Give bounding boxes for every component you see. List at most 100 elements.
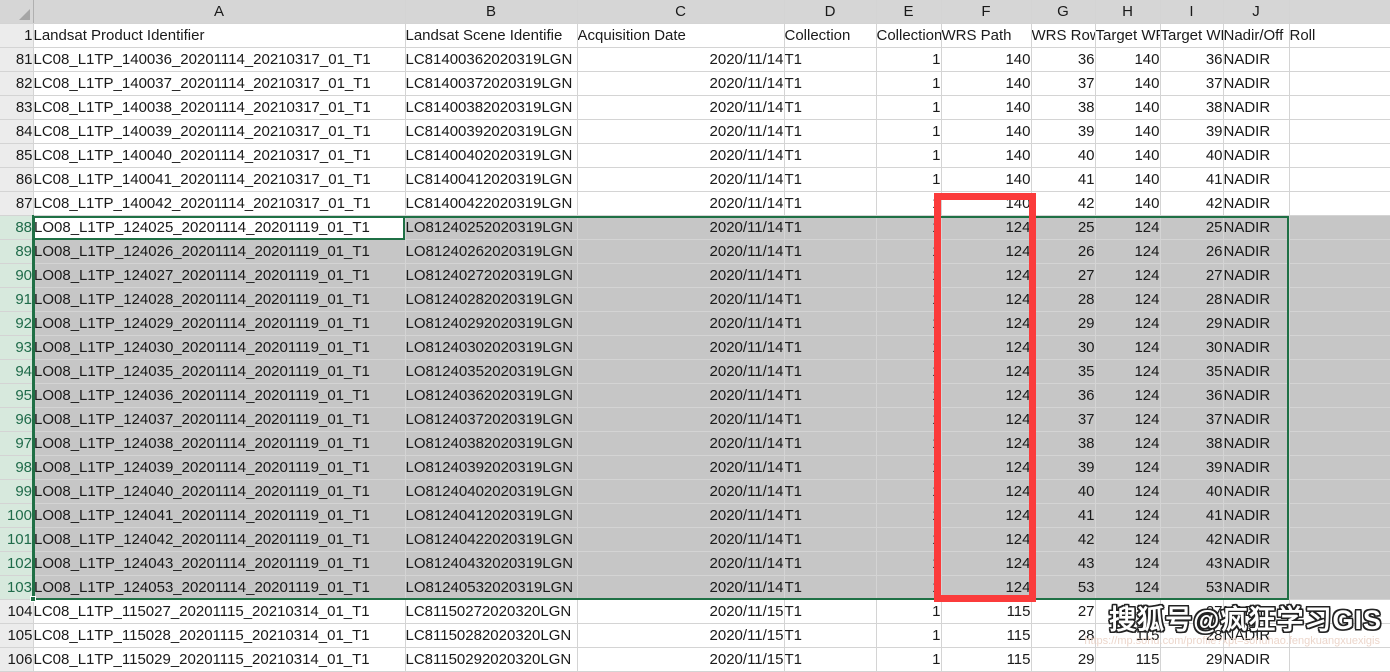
cell-h89[interactable]: 124 — [1095, 239, 1161, 264]
cell-g106[interactable]: 29 — [1031, 647, 1096, 672]
cell-e99[interactable]: 1 — [876, 479, 942, 504]
cell-a85[interactable]: LC08_L1TP_140040_20201114_20210317_01_T1 — [33, 143, 406, 168]
cell-g90[interactable]: 27 — [1031, 263, 1096, 288]
cell-g100[interactable]: 41 — [1031, 503, 1096, 528]
cell-f82[interactable]: 140 — [941, 71, 1032, 96]
cell-i85[interactable]: 40 — [1160, 143, 1224, 168]
cell-j97[interactable]: NADIR — [1223, 431, 1290, 456]
cell-f93[interactable]: 124 — [941, 335, 1032, 360]
cell-k88[interactable] — [1289, 215, 1390, 240]
table-row[interactable]: 90 LO08_L1TP_124027_20201114_20201119_01_… — [0, 263, 1390, 288]
cell-h105[interactable]: 115 — [1095, 623, 1161, 648]
cell-e95[interactable]: 1 — [876, 383, 942, 408]
cell-i103[interactable]: 53 — [1160, 575, 1224, 600]
cell-b95[interactable]: LO81240362020319LGN — [405, 383, 578, 408]
table-row[interactable]: 106 LC08_L1TP_115029_20201115_20210314_01… — [0, 647, 1390, 672]
cell-c103[interactable]: 2020/11/14 — [577, 575, 785, 600]
table-row[interactable]: 91 LO08_L1TP_124028_20201114_20201119_01_… — [0, 287, 1390, 312]
cell-b92[interactable]: LO81240292020319LGN — [405, 311, 578, 336]
table-row[interactable]: 98 LO08_L1TP_124039_20201114_20201119_01_… — [0, 455, 1390, 480]
cell-i93[interactable]: 30 — [1160, 335, 1224, 360]
row-header-81[interactable]: 81 — [0, 47, 34, 72]
cell-i96[interactable]: 37 — [1160, 407, 1224, 432]
cell-i104[interactable]: 27 — [1160, 599, 1224, 624]
cell-f95[interactable]: 124 — [941, 383, 1032, 408]
cell-d86[interactable]: T1 — [784, 167, 877, 192]
table-row[interactable]: 83 LC08_L1TP_140038_20201114_20210317_01_… — [0, 95, 1390, 120]
cell-b94[interactable]: LO81240352020319LGN — [405, 359, 578, 384]
header-cell-c[interactable]: Acquisition Date — [577, 23, 785, 48]
cell-b96[interactable]: LO81240372020319LGN — [405, 407, 578, 432]
cell-h100[interactable]: 124 — [1095, 503, 1161, 528]
header-cell-k[interactable]: Roll — [1289, 23, 1390, 48]
cell-b102[interactable]: LO81240432020319LGN — [405, 551, 578, 576]
cell-d105[interactable]: T1 — [784, 623, 877, 648]
cell-c104[interactable]: 2020/11/15 — [577, 599, 785, 624]
row-header-85[interactable]: 85 — [0, 143, 34, 168]
cell-k82[interactable] — [1289, 71, 1390, 96]
cell-i97[interactable]: 38 — [1160, 431, 1224, 456]
cell-e91[interactable]: 1 — [876, 287, 942, 312]
cell-h99[interactable]: 124 — [1095, 479, 1161, 504]
header-cell-a[interactable]: Landsat Product Identifier — [33, 23, 406, 48]
cell-j96[interactable]: NADIR — [1223, 407, 1290, 432]
cell-c102[interactable]: 2020/11/14 — [577, 551, 785, 576]
cell-i105[interactable]: 28 — [1160, 623, 1224, 648]
table-row[interactable]: 101 LO08_L1TP_124042_20201114_20201119_01… — [0, 527, 1390, 552]
cell-c86[interactable]: 2020/11/14 — [577, 167, 785, 192]
cell-b86[interactable]: LC81400412020319LGN — [405, 167, 578, 192]
cell-a87[interactable]: LC08_L1TP_140042_20201114_20210317_01_T1 — [33, 191, 406, 216]
cell-k84[interactable] — [1289, 119, 1390, 144]
column-header-d[interactable]: D — [784, 0, 877, 24]
cell-h92[interactable]: 124 — [1095, 311, 1161, 336]
cell-j102[interactable]: NADIR — [1223, 551, 1290, 576]
cell-f87[interactable]: 140 — [941, 191, 1032, 216]
row-header-1[interactable]: 1 — [0, 23, 34, 48]
cell-k105[interactable] — [1289, 623, 1390, 648]
header-cell-g[interactable]: WRS Row — [1031, 23, 1096, 48]
cell-g103[interactable]: 53 — [1031, 575, 1096, 600]
cell-i88[interactable]: 25 — [1160, 215, 1224, 240]
cell-e86[interactable]: 1 — [876, 167, 942, 192]
header-cell-d[interactable]: Collection — [784, 23, 877, 48]
table-row[interactable]: 96 LO08_L1TP_124037_20201114_20201119_01_… — [0, 407, 1390, 432]
cell-c95[interactable]: 2020/11/14 — [577, 383, 785, 408]
cell-h97[interactable]: 124 — [1095, 431, 1161, 456]
cell-k90[interactable] — [1289, 263, 1390, 288]
cell-h101[interactable]: 124 — [1095, 527, 1161, 552]
cell-g86[interactable]: 41 — [1031, 167, 1096, 192]
cell-d97[interactable]: T1 — [784, 431, 877, 456]
cell-g88[interactable]: 25 — [1031, 215, 1096, 240]
header-cell-h[interactable]: Target WF — [1095, 23, 1161, 48]
cell-k86[interactable] — [1289, 167, 1390, 192]
cell-b103[interactable]: LO81240532020319LGN — [405, 575, 578, 600]
cell-e83[interactable]: 1 — [876, 95, 942, 120]
cell-k85[interactable] — [1289, 143, 1390, 168]
cell-b93[interactable]: LO81240302020319LGN — [405, 335, 578, 360]
cell-d89[interactable]: T1 — [784, 239, 877, 264]
cell-f81[interactable]: 140 — [941, 47, 1032, 72]
cell-c81[interactable]: 2020/11/14 — [577, 47, 785, 72]
cell-e90[interactable]: 1 — [876, 263, 942, 288]
header-cell-i[interactable]: Target WF — [1160, 23, 1224, 48]
cell-d87[interactable]: T1 — [784, 191, 877, 216]
cell-j85[interactable]: NADIR — [1223, 143, 1290, 168]
cell-g105[interactable]: 28 — [1031, 623, 1096, 648]
cell-g85[interactable]: 40 — [1031, 143, 1096, 168]
cell-d90[interactable]: T1 — [784, 263, 877, 288]
cell-h103[interactable]: 124 — [1095, 575, 1161, 600]
cell-j105[interactable]: NADIR — [1223, 623, 1290, 648]
row-header-91[interactable]: 91 — [0, 287, 34, 312]
cell-g83[interactable]: 38 — [1031, 95, 1096, 120]
cell-j88[interactable]: NADIR — [1223, 215, 1290, 240]
cell-j103[interactable]: NADIR — [1223, 575, 1290, 600]
cell-k95[interactable] — [1289, 383, 1390, 408]
cell-e88[interactable]: 1 — [876, 215, 942, 240]
cell-b98[interactable]: LO81240392020319LGN — [405, 455, 578, 480]
cell-d88[interactable]: T1 — [784, 215, 877, 240]
cell-e85[interactable]: 1 — [876, 143, 942, 168]
cell-k93[interactable] — [1289, 335, 1390, 360]
cell-b84[interactable]: LC81400392020319LGN — [405, 119, 578, 144]
cell-c98[interactable]: 2020/11/14 — [577, 455, 785, 480]
cell-c90[interactable]: 2020/11/14 — [577, 263, 785, 288]
